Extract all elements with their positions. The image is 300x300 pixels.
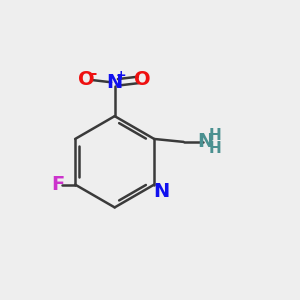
- Text: N: N: [198, 132, 214, 152]
- Text: N: N: [153, 182, 170, 201]
- Text: H: H: [208, 128, 221, 143]
- Text: O: O: [78, 70, 95, 89]
- Text: N: N: [106, 73, 123, 92]
- Text: +: +: [116, 69, 127, 82]
- Text: O: O: [134, 70, 151, 89]
- Text: F: F: [51, 175, 65, 194]
- Text: -: -: [90, 66, 96, 81]
- Text: H: H: [208, 141, 221, 156]
